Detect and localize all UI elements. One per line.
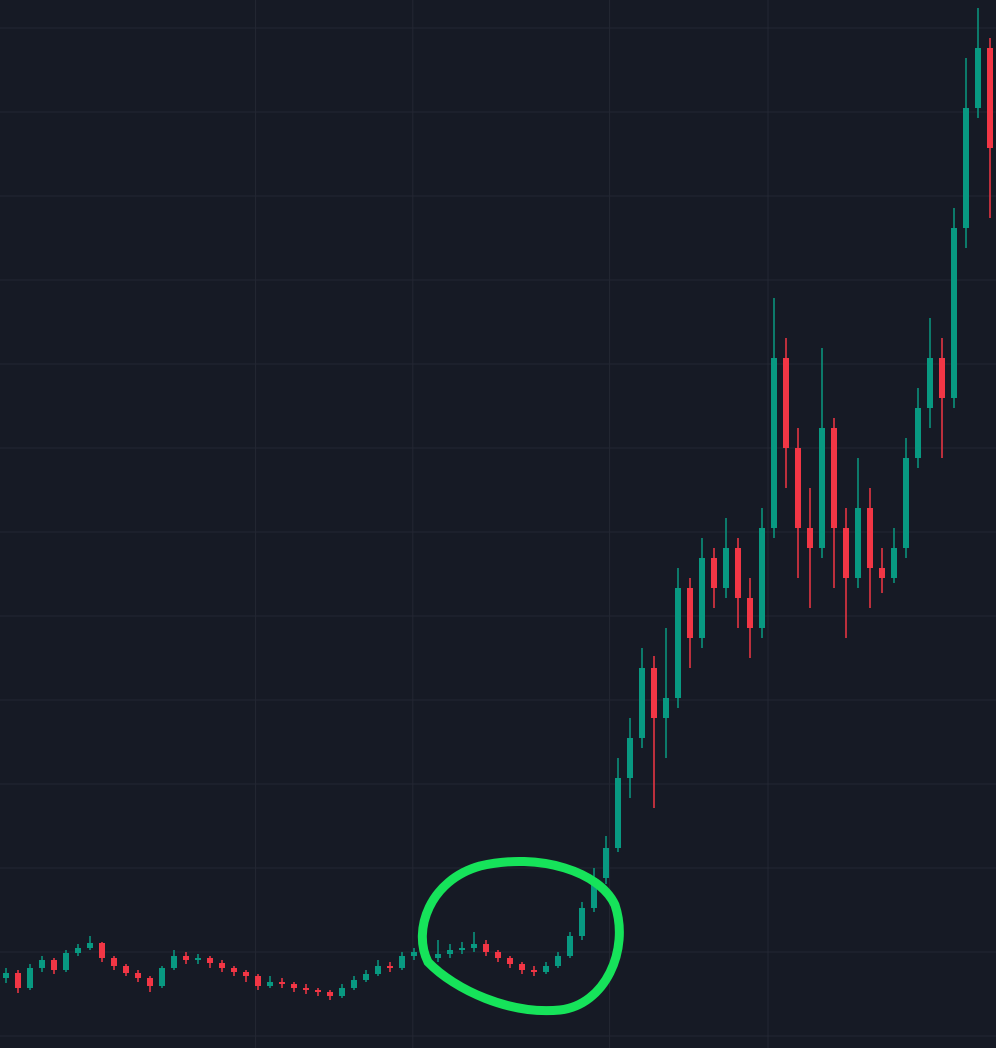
candle-body [699,558,705,638]
candle-body [183,956,189,960]
candle-body [483,944,489,952]
candle-body [123,966,129,973]
candle-body [351,980,357,988]
candle-body [279,982,285,984]
candle-body [315,990,321,992]
highlight-circle [417,856,624,1016]
candle-body [99,943,105,958]
candle-body [15,973,21,988]
candle-body [135,973,141,978]
candle-body [267,982,273,986]
candle-body [687,588,693,638]
candle-body [75,948,81,953]
candle-body [603,848,609,878]
candle-body [399,956,405,968]
candle-body [903,458,909,548]
candle-body [447,950,453,954]
candle-body [159,968,165,986]
candle-body [63,953,69,970]
candle-body [567,936,573,956]
candle-body [327,992,333,996]
candle-body [951,228,957,398]
candle-body [579,908,585,936]
candle-body [459,948,465,950]
candle-body [627,738,633,778]
candle-body [639,668,645,738]
candle-body [927,358,933,408]
candle-body [303,988,309,990]
candle-body [867,508,873,568]
candle-body [375,966,381,974]
candle-body [615,778,621,848]
candle-body [663,698,669,718]
candle-body [291,984,297,988]
candle-body [555,956,561,966]
candle-body [363,974,369,980]
candles [3,8,993,1000]
candle-body [207,958,213,963]
candle-body [471,944,477,948]
candle-body [3,973,9,978]
candle-body [435,954,441,958]
candle-body [747,598,753,628]
candle-body [735,548,741,598]
candle-body [219,963,225,968]
candle-body [147,978,153,986]
candle-body [819,428,825,548]
candle-body [651,668,657,718]
candle-body [519,964,525,970]
candle-body [723,548,729,588]
candle-body [507,958,513,964]
candle-body [51,960,57,970]
candle-body [771,358,777,528]
candle-body [987,48,993,148]
candle-body [891,548,897,578]
candle-body [975,48,981,108]
candle-body [807,528,813,548]
candle-body [387,966,393,968]
candle-body [27,968,33,988]
candle-body [39,960,45,968]
candle-body [195,958,201,960]
candle-body [879,568,885,578]
candle-body [111,958,117,966]
candle-body [939,358,945,398]
candle-body [171,956,177,968]
candle-body [411,952,417,956]
candle-body [855,508,861,578]
candle-body [495,952,501,958]
candle-body [843,528,849,578]
candle-body [795,448,801,528]
candle-body [243,972,249,976]
candle-body [87,943,93,948]
candle-body [675,588,681,698]
candle-body [711,558,717,588]
candle-body [231,968,237,972]
candle-body [339,988,345,996]
candle-body [915,408,921,458]
candle-body [831,428,837,528]
candle-body [783,358,789,448]
candle-body [531,970,537,972]
candle-body [963,108,969,228]
candle-body [591,878,597,908]
candle-body [759,528,765,628]
candle-body [255,976,261,986]
candle-body [543,966,549,972]
